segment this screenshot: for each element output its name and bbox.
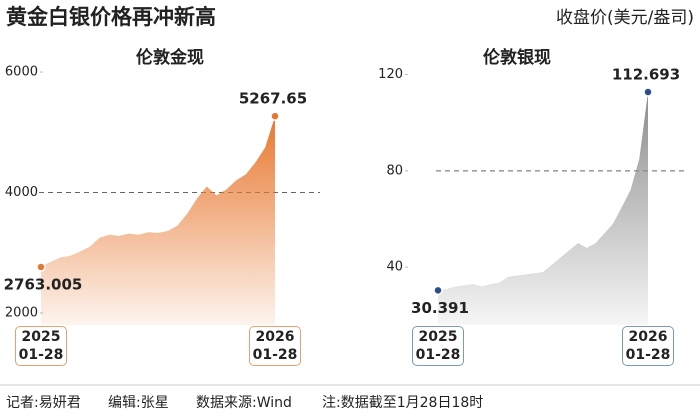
value-label: 112.693: [612, 66, 680, 84]
value-label: 2763.005: [4, 276, 83, 294]
footer-text: 记者:易妍君: [6, 395, 81, 411]
value-label: 30.391: [411, 299, 469, 317]
end-marker: [36, 262, 46, 272]
y-tick-label: 40: [386, 260, 403, 275]
end-marker: [270, 111, 280, 121]
y-tick-label: 2000: [5, 305, 38, 320]
x-tick-label: 2026 01-28: [249, 326, 301, 366]
value-label: 5267.65: [239, 90, 307, 108]
y-tick-label: 4000: [5, 185, 38, 200]
y-tick-label: 80: [386, 163, 403, 178]
area: [438, 92, 648, 325]
footer-text: 注:数据截至1月28日18时: [322, 395, 483, 411]
end-marker: [643, 87, 653, 97]
area: [41, 116, 275, 325]
y-tick-label: 120: [378, 67, 403, 82]
end-marker: [433, 285, 443, 296]
x-tick-label: 2025 01-28: [412, 326, 464, 366]
footer-text: 数据来源:Wind: [196, 395, 292, 411]
x-tick-label: 2025 01-28: [15, 326, 67, 366]
y-tick-label: 6000: [5, 65, 38, 80]
panel-title: 伦敦金现: [136, 47, 204, 68]
unit-label: 收盘价(美元/盎司): [556, 8, 694, 28]
panel-title: 伦敦银现: [483, 47, 551, 68]
x-tick-label: 2026 01-28: [622, 326, 674, 366]
footer-text: 编辑:张星: [108, 395, 169, 411]
page-title: 黄金白银价格再冲新高: [6, 5, 216, 29]
